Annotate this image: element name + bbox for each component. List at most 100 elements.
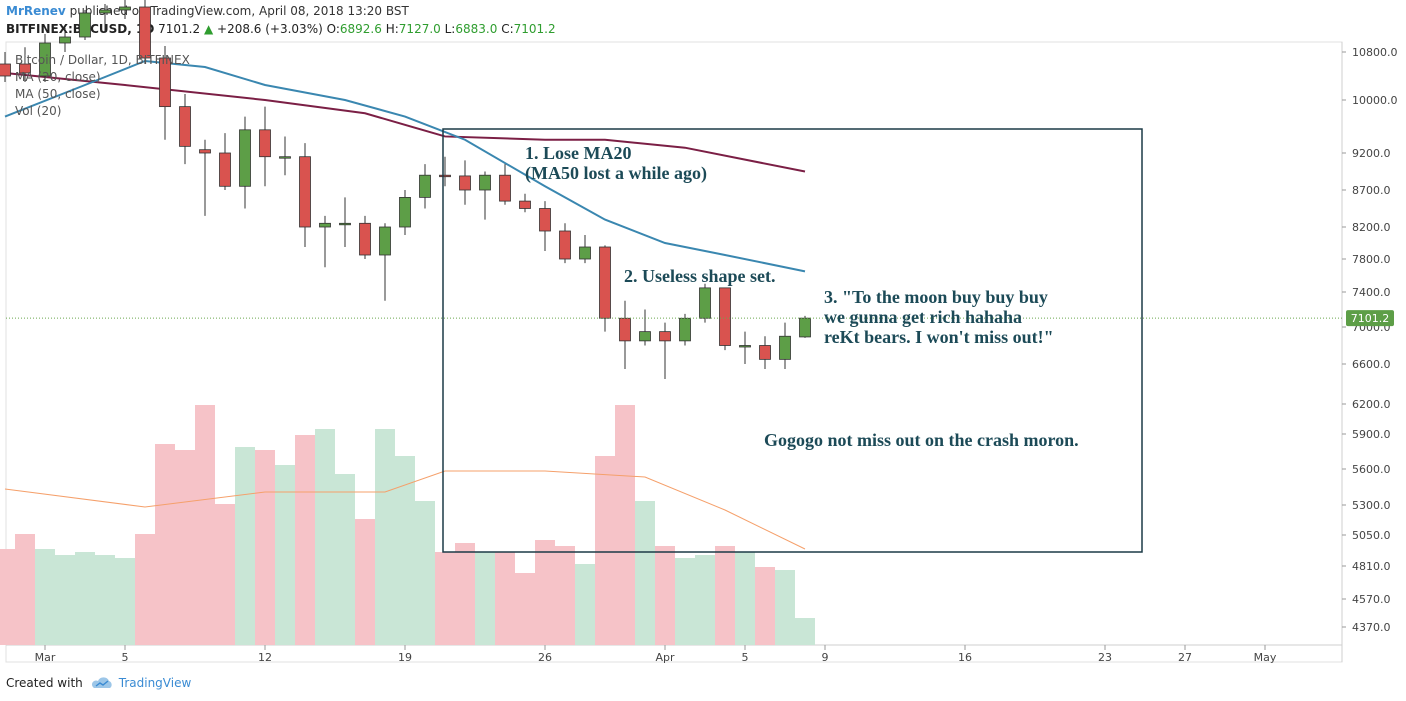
candle-body bbox=[59, 36, 71, 44]
tradingview-cloud-icon bbox=[91, 677, 112, 688]
time-tick-label: 27 bbox=[1178, 651, 1192, 664]
candle-body bbox=[0, 63, 11, 77]
price-tick-label: 7400.0 bbox=[1352, 286, 1391, 299]
time-tick-label: 5 bbox=[122, 651, 129, 664]
legend-ma50: MA (50, close) bbox=[15, 87, 101, 101]
price-tick-label: 8200.0 bbox=[1352, 221, 1391, 234]
high-value: 7127.0 bbox=[398, 22, 441, 36]
price-tick-label: 5300.0 bbox=[1352, 499, 1391, 512]
volume-bar bbox=[315, 429, 335, 645]
candle-body bbox=[459, 175, 471, 191]
time-tick-label: 9 bbox=[822, 651, 829, 664]
volume-bar bbox=[235, 447, 255, 645]
candle bbox=[79, 10, 91, 40]
candle bbox=[59, 28, 71, 52]
annotation-2[interactable]: 2. Useless shape set. bbox=[624, 266, 776, 286]
annotation-3[interactable]: 3. "To the moon buy buy buy we gunna get… bbox=[824, 287, 1054, 347]
time-tick-label: 5 bbox=[742, 651, 749, 664]
price-change: +208.6 (+3.03%) bbox=[217, 22, 323, 36]
candle bbox=[739, 331, 751, 364]
volume-bar bbox=[335, 474, 355, 645]
candle bbox=[779, 322, 791, 369]
candle bbox=[159, 46, 171, 140]
candle-body bbox=[799, 317, 811, 338]
time-axis: Mar 5 12 19 26 Apr 5 9 16 23 27 May bbox=[35, 645, 1277, 664]
author-name[interactable]: MrRenev bbox=[6, 4, 66, 18]
last-price-tag: 7101.2 bbox=[1346, 310, 1394, 327]
candle-body bbox=[399, 196, 411, 228]
price-tick-label: 4810.0 bbox=[1352, 560, 1391, 573]
candle-body bbox=[99, 9, 111, 14]
candle bbox=[219, 133, 231, 190]
last-price: 7101.2 bbox=[158, 22, 201, 36]
volume-layer bbox=[0, 405, 815, 645]
candle-body bbox=[499, 174, 511, 202]
price-tick-label: 10800.0 bbox=[1352, 46, 1398, 59]
volume-bar bbox=[695, 555, 715, 645]
annotation-2-line-1: 2. Useless shape set. bbox=[624, 266, 776, 286]
candle-body bbox=[699, 287, 711, 319]
annotation-3-line-2: we gunna get rich hahaha bbox=[824, 307, 1022, 327]
low-label: L: bbox=[444, 22, 456, 36]
time-tick-label: 16 bbox=[958, 651, 972, 664]
time-tick-label: May bbox=[1254, 651, 1277, 664]
time-tick-label: Mar bbox=[35, 651, 56, 664]
price-axis: 10800.0 10000.0 9200.0 8700.0 8200.0 7800.0 74… bbox=[1342, 46, 1398, 634]
candle-body bbox=[739, 345, 751, 348]
volume-bar bbox=[295, 435, 315, 645]
volume-bar bbox=[575, 564, 595, 645]
candle-body bbox=[339, 222, 351, 226]
candle bbox=[759, 336, 771, 369]
candle-body bbox=[19, 63, 31, 74]
publish-info: MrRenev published on TradingView.com, Ap… bbox=[6, 4, 409, 18]
candle-body bbox=[679, 317, 691, 342]
volume-bar bbox=[135, 534, 155, 645]
candle-body bbox=[279, 156, 291, 159]
annotation-box[interactable] bbox=[442, 128, 1143, 553]
price-tick-label: 4570.0 bbox=[1352, 593, 1391, 606]
tradingview-link[interactable]: TradingView bbox=[91, 676, 191, 690]
candle bbox=[619, 300, 631, 369]
candle bbox=[419, 164, 431, 209]
annotation-1[interactable]: 1. Lose MA20 (MA50 lost a while ago) bbox=[525, 143, 707, 184]
candle bbox=[459, 160, 471, 205]
close-label: C: bbox=[501, 22, 514, 36]
candle bbox=[799, 315, 811, 338]
volume-bar bbox=[75, 552, 95, 645]
candle-body bbox=[259, 129, 271, 158]
volume-bar bbox=[655, 546, 675, 645]
volume-ma-line bbox=[4, 470, 806, 550]
candle bbox=[719, 287, 731, 351]
price-tick-label: 5900.0 bbox=[1352, 428, 1391, 441]
volume-bar bbox=[475, 552, 495, 645]
last-price-tag-text: 7101.2 bbox=[1351, 312, 1390, 325]
created-with-label: Created with bbox=[6, 676, 83, 690]
price-tick-label: 10000.0 bbox=[1352, 94, 1398, 107]
annotation-4[interactable]: Gogogo not miss out on the crash moron. bbox=[764, 430, 1079, 450]
candle bbox=[279, 136, 291, 176]
time-tick-label: 26 bbox=[538, 651, 552, 664]
time-tick-label: Apr bbox=[655, 651, 675, 664]
candle bbox=[439, 156, 451, 187]
annotation-1-line-1: 1. Lose MA20 bbox=[525, 143, 632, 163]
volume-bar bbox=[675, 558, 695, 645]
up-arrow-icon: ▲ bbox=[203, 22, 214, 36]
volume-bar bbox=[215, 504, 235, 645]
volume-bar bbox=[15, 534, 35, 645]
footer: Created with TradingView bbox=[6, 676, 191, 690]
candle bbox=[539, 201, 551, 251]
legend-vol: Vol (20) bbox=[15, 104, 61, 118]
price-tick-label: 7800.0 bbox=[1352, 253, 1391, 266]
candle bbox=[319, 215, 331, 268]
candle-layer bbox=[0, 0, 811, 379]
candle-body bbox=[539, 208, 551, 232]
annotation-3-line-1: 3. "To the moon buy buy buy bbox=[824, 287, 1048, 307]
candle-body bbox=[139, 6, 151, 59]
legend-title: Bitcoin / Dollar, 1D, BITFINEX bbox=[15, 53, 190, 67]
candle bbox=[659, 322, 671, 379]
candle-body bbox=[759, 345, 771, 360]
price-tick-label: 6200.0 bbox=[1352, 398, 1391, 411]
volume-bar bbox=[635, 501, 655, 645]
symbol-bar: BITFINEX:BTCUSD, 1D 7101.2 ▲ +208.6 (+3.… bbox=[6, 22, 556, 36]
